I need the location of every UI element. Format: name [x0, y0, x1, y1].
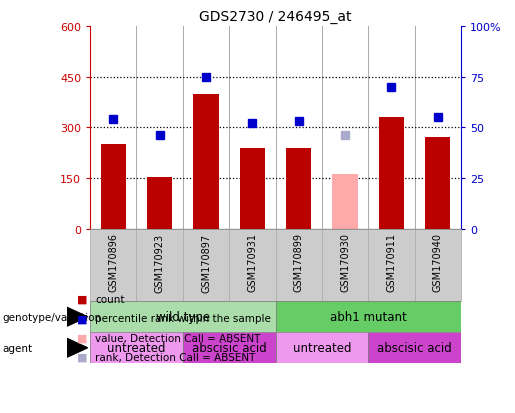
Bar — [193, 94, 219, 229]
Bar — [368, 332, 461, 363]
Bar — [239, 148, 265, 229]
Bar — [368, 229, 415, 301]
Text: agent: agent — [3, 343, 32, 353]
Bar — [425, 138, 451, 229]
Bar — [183, 229, 229, 301]
Bar — [276, 332, 368, 363]
Text: ■: ■ — [77, 352, 88, 362]
Bar — [332, 174, 358, 229]
Text: GSM170923: GSM170923 — [154, 233, 165, 292]
Polygon shape — [67, 339, 88, 357]
Bar — [379, 118, 404, 229]
Bar — [276, 229, 322, 301]
Bar — [90, 301, 276, 332]
Text: GSM170930: GSM170930 — [340, 233, 350, 292]
Text: value, Detection Call = ABSENT: value, Detection Call = ABSENT — [95, 333, 261, 343]
Bar — [229, 229, 276, 301]
Text: GSM170897: GSM170897 — [201, 233, 211, 292]
Bar — [90, 229, 136, 301]
Bar — [322, 229, 368, 301]
Bar — [90, 332, 183, 363]
Text: genotype/variation: genotype/variation — [3, 312, 101, 322]
Bar — [100, 145, 126, 229]
Polygon shape — [67, 308, 88, 326]
Bar — [276, 301, 461, 332]
Text: ■: ■ — [77, 313, 88, 323]
Text: percentile rank within the sample: percentile rank within the sample — [95, 313, 271, 323]
Text: abscisic acid: abscisic acid — [377, 342, 452, 354]
Bar — [147, 178, 173, 229]
Text: GSM170911: GSM170911 — [386, 233, 397, 292]
Bar — [286, 149, 312, 229]
Title: GDS2730 / 246495_at: GDS2730 / 246495_at — [199, 10, 352, 24]
Text: wild type: wild type — [156, 311, 210, 323]
Text: count: count — [95, 294, 125, 304]
Text: abscisic acid: abscisic acid — [192, 342, 267, 354]
Bar — [183, 332, 276, 363]
Text: abh1 mutant: abh1 mutant — [330, 311, 407, 323]
Bar — [415, 229, 461, 301]
Text: untreated: untreated — [293, 342, 351, 354]
Text: untreated: untreated — [107, 342, 166, 354]
Text: GSM170931: GSM170931 — [247, 233, 258, 292]
Text: ■: ■ — [77, 333, 88, 343]
Text: GSM170940: GSM170940 — [433, 233, 443, 292]
Text: rank, Detection Call = ABSENT: rank, Detection Call = ABSENT — [95, 352, 255, 362]
Text: GSM170896: GSM170896 — [108, 233, 118, 292]
Bar — [136, 229, 183, 301]
Text: ■: ■ — [77, 294, 88, 304]
Text: GSM170899: GSM170899 — [294, 233, 304, 292]
